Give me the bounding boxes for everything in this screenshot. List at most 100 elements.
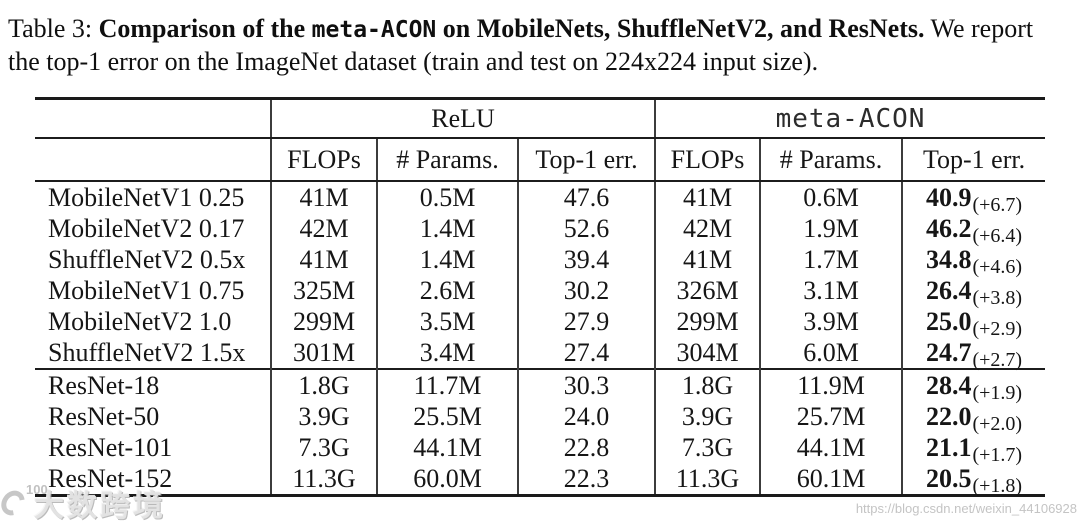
params-acon-cell: 6.0M — [759, 337, 903, 369]
col-header-flops-relu: FLOPs — [270, 138, 377, 182]
top1-acon-value: 34.8 — [925, 244, 972, 274]
flops-acon-cell: 299M — [654, 306, 761, 337]
flops-relu-cell: 41M — [270, 181, 377, 213]
watermark-brand-text: 大数跨境 — [34, 488, 166, 524]
flops-acon-cell: 1.8G — [654, 368, 761, 401]
table-row: ResNet-18 1.8G 11.7M 30.3 1.8G 11.9M 28.… — [35, 368, 1046, 404]
top1-relu-cell: 39.4 — [516, 244, 656, 275]
top1-acon-value: 46.2 — [925, 213, 972, 243]
top1-acon-cell: 34.8(+4.6) — [901, 244, 1046, 278]
table-row: MobileNetV2 0.17 42M 1.4M 52.6 42M 1.9M … — [35, 213, 1046, 247]
model-name-cell: MobileNetV2 1.0 — [48, 306, 232, 336]
top1-improvement: (+2.0) — [972, 412, 1023, 435]
caption-we-report: We report — [924, 14, 1034, 43]
model-name-cell: ResNet-101 — [48, 432, 173, 462]
top1-acon-value: 24.7 — [925, 337, 972, 367]
col-header-top1-acon: Top-1 err. — [901, 138, 1046, 182]
corner-cell — [35, 138, 271, 182]
top1-relu-cell: 22.3 — [516, 463, 656, 496]
col-header-params-relu: # Params. — [376, 138, 518, 182]
top1-acon-cell: 22.0(+2.0) — [901, 401, 1046, 435]
top1-acon-cell: 28.4(+1.9) — [901, 368, 1046, 404]
flops-acon-cell: 41M — [654, 244, 761, 275]
col-header-flops-acon: FLOPs — [654, 138, 761, 182]
params-acon-cell: 0.6M — [759, 181, 903, 213]
flops-relu-cell: 42M — [270, 213, 377, 244]
group-header-meta-acon: meta-ACON — [654, 98, 1046, 139]
top1-acon-cell: 20.5(+1.8) — [901, 463, 1046, 497]
watermark-url: https://blog.csdn.net/weixin_44106928 — [855, 501, 1077, 516]
top1-improvement: (+1.8) — [972, 474, 1023, 497]
flops-acon-cell: 3.9G — [654, 401, 761, 432]
params-acon-cell: 25.7M — [759, 401, 903, 432]
flops-relu-cell: 7.3G — [270, 432, 377, 463]
caption-line-2: the top-1 error on the ImageNet dataset … — [8, 47, 819, 76]
comparison-table: ReLU meta-ACON FLOPs # Params. Top-1 err… — [35, 97, 1046, 497]
flops-acon-cell: 42M — [654, 213, 761, 244]
flops-relu-cell: 299M — [270, 306, 377, 337]
params-acon-cell: 3.9M — [759, 306, 903, 337]
params-relu-cell: 3.4M — [376, 337, 518, 369]
group-header-row: ReLU meta-ACON — [35, 98, 1046, 139]
params-acon-cell: 44.1M — [759, 432, 903, 463]
table-row: ShuffleNetV2 1.5x 301M 3.4M 27.4 304M 6.… — [35, 337, 1046, 371]
flops-relu-cell: 1.8G — [270, 368, 377, 401]
watermark-logo: 100 大数跨境 — [0, 481, 166, 524]
model-name-cell: MobileNetV2 0.17 — [48, 213, 245, 243]
flops-relu-cell: 11.3G — [270, 463, 377, 496]
params-relu-cell: 44.1M — [376, 432, 518, 463]
table-row: MobileNetV1 0.25 41M 0.5M 47.6 41M 0.6M … — [35, 181, 1046, 216]
caption-line-1: Table 3: Comparison of the meta-ACON on … — [8, 13, 1078, 46]
table-row: MobileNetV2 1.0 299M 3.5M 27.9 299M 3.9M… — [35, 306, 1046, 340]
flops-acon-cell: 7.3G — [654, 432, 761, 463]
flops-acon-cell: 11.3G — [654, 463, 761, 496]
top1-improvement: (+3.8) — [972, 286, 1023, 309]
top1-improvement: (+4.6) — [972, 255, 1023, 278]
flops-relu-cell: 325M — [270, 275, 377, 306]
params-relu-cell: 60.0M — [376, 463, 518, 496]
params-relu-cell: 11.7M — [376, 368, 518, 401]
model-name-cell: ResNet-152 — [48, 463, 173, 493]
top1-acon-cell: 21.1(+1.7) — [901, 432, 1046, 466]
top1-relu-cell: 30.3 — [516, 368, 656, 401]
top1-relu-cell: 47.6 — [516, 181, 656, 213]
top1-acon-value: 20.5 — [925, 463, 972, 493]
params-relu-cell: 0.5M — [376, 181, 518, 213]
model-name-cell: ShuffleNetV2 1.5x — [48, 337, 246, 367]
table-row: ResNet-50 3.9G 25.5M 24.0 3.9G 25.7M 22.… — [35, 401, 1046, 435]
flops-acon-cell: 304M — [654, 337, 761, 369]
top1-improvement: (+1.9) — [972, 381, 1023, 404]
flops-relu-cell: 3.9G — [270, 401, 377, 432]
top1-acon-cell: 25.0(+2.9) — [901, 306, 1046, 340]
top1-improvement: (+2.7) — [972, 348, 1023, 371]
top1-relu-cell: 22.8 — [516, 432, 656, 463]
caption-bold-intro: Comparison of the — [98, 14, 312, 43]
top1-acon-cell: 24.7(+2.7) — [901, 337, 1046, 371]
table-caption: Table 3: Comparison of the meta-ACON on … — [8, 13, 1078, 77]
model-name-cell: ResNet-18 — [35, 368, 271, 401]
model-name-cell: MobileNetV1 0.75 — [48, 275, 245, 305]
flops-acon-cell: 41M — [654, 181, 761, 213]
logo-number: 100 — [26, 482, 48, 497]
top1-acon-value: 28.4 — [925, 370, 972, 400]
params-acon-cell: 1.7M — [759, 244, 903, 275]
corner-cell — [35, 98, 271, 139]
top1-improvement: (+1.7) — [972, 443, 1023, 466]
top1-acon-cell: 26.4(+3.8) — [901, 275, 1046, 309]
top1-acon-value: 26.4 — [925, 275, 972, 305]
table-row: ResNet-101 7.3G 44.1M 22.8 7.3G 44.1M 21… — [35, 432, 1046, 466]
flops-relu-cell: 41M — [270, 244, 377, 275]
params-acon-cell: 60.1M — [759, 463, 903, 496]
params-relu-cell: 1.4M — [376, 244, 518, 275]
flops-acon-cell: 326M — [654, 275, 761, 306]
col-header-top1-relu: Top-1 err. — [516, 138, 656, 182]
flops-relu-cell: 301M — [270, 337, 377, 369]
top1-acon-value: 40.9 — [925, 182, 972, 212]
caption-bold-networks: on MobileNets, ShuffleNetV2, and ResNets… — [436, 14, 925, 43]
top1-relu-cell: 30.2 — [516, 275, 656, 306]
params-acon-cell: 11.9M — [759, 368, 903, 401]
top1-acon-value: 25.0 — [925, 306, 972, 336]
model-name-cell: MobileNetV1 0.25 — [48, 182, 245, 212]
model-name-cell: ResNet-50 — [48, 401, 160, 431]
table-row: ResNet-152 11.3G 60.0M 22.3 11.3G 60.1M … — [35, 463, 1046, 497]
